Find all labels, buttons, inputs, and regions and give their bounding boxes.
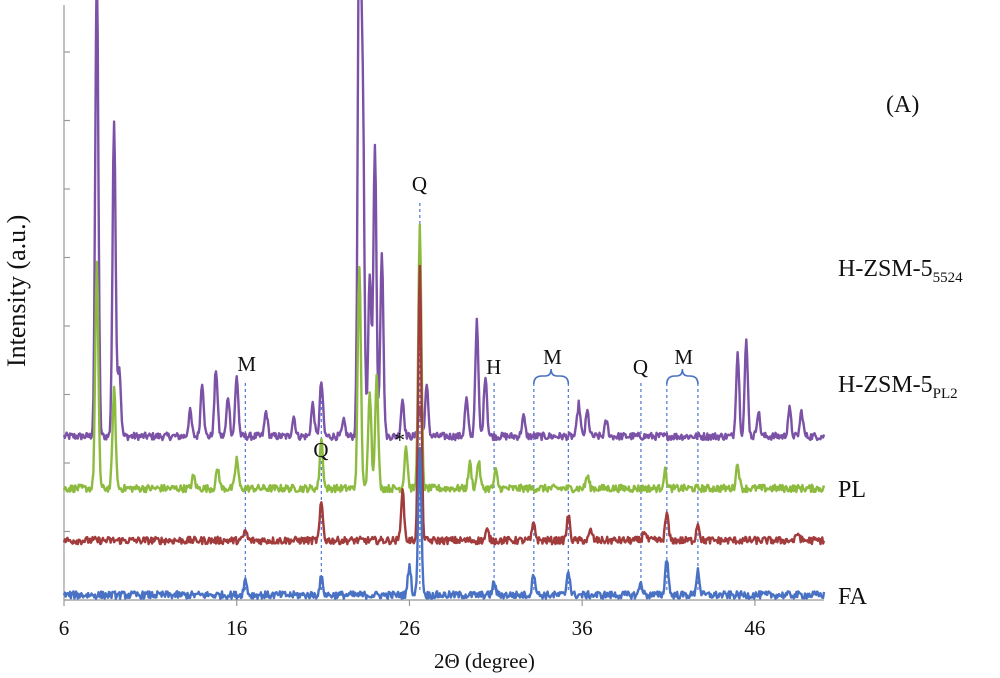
series-label-fa: FA <box>838 584 867 610</box>
series-line-2 <box>62 264 826 546</box>
annotation-brackets <box>533 368 699 385</box>
x-axis-label: 2Θ (degree) <box>434 649 535 673</box>
peak-annotation: M <box>543 345 562 369</box>
series-label-pl: PL <box>838 477 867 503</box>
dashed-reference-lines <box>244 200 699 590</box>
peak-annotation: Q <box>632 355 649 379</box>
peak-annotation: M <box>674 345 694 369</box>
annotation-bracket <box>666 368 699 385</box>
series-lines <box>62 0 826 600</box>
series-line-0 <box>62 0 826 442</box>
series-label-h-zsm-5-5524: H-ZSM-55524 <box>838 256 963 286</box>
peak-annotation: H <box>486 355 502 379</box>
annotation-bracket <box>533 368 570 385</box>
x-tick-label: 36 <box>571 616 593 640</box>
peak-annotation: Q <box>313 438 329 462</box>
x-tick-label: 6 <box>58 616 70 640</box>
x-tick-label: 46 <box>744 616 766 640</box>
series-line-1 <box>62 223 826 494</box>
peak-annotation: Q <box>411 172 427 196</box>
y-axis-label: Intensity (a.u.) <box>2 214 31 367</box>
axes <box>63 5 824 606</box>
peak-annotation: * <box>394 428 406 452</box>
series-line-3 <box>62 446 826 600</box>
x-tick-label: 26 <box>398 616 420 640</box>
series-label-h-zsm-5-pl2: H-ZSM-5PL2 <box>838 372 958 402</box>
panel-label: (A) <box>886 92 920 118</box>
x-tick-label: 16 <box>226 616 248 640</box>
peak-annotation: M <box>237 352 257 376</box>
